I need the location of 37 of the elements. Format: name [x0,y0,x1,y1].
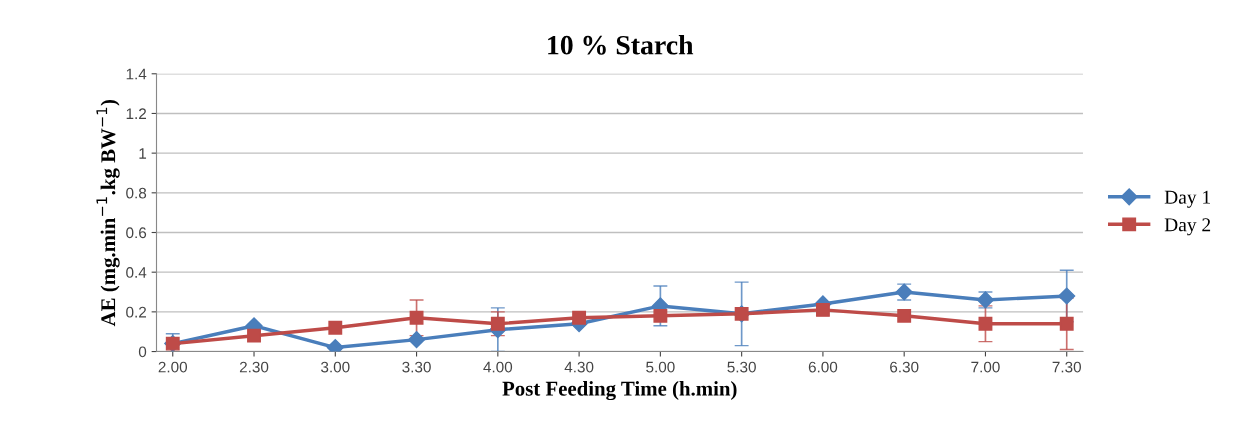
x-tick-label: 4.30 [564,361,594,373]
x-tick-label: 7.30 [1052,361,1081,373]
x-tick-label: 5.00 [646,361,675,373]
y-tick-label: 0.8 [126,187,147,199]
legend-label: Day 2 [1164,218,1211,236]
x-tick-label: 4.00 [483,361,513,373]
x-tick-label: 5.30 [727,361,756,373]
point [408,331,426,349]
y-tick-label: 0.6 [126,227,147,239]
x-tick-label: 7.00 [971,361,1000,373]
point [897,308,912,323]
point [409,310,424,325]
point [653,308,668,323]
point [978,316,993,331]
point [247,328,261,343]
x-tick-label: 6.00 [808,361,838,373]
y-tick-label: 0 [138,346,147,358]
y-tick-label: 0.4 [126,267,147,278]
x-tick-label: 3.00 [321,361,350,373]
point [490,316,505,331]
y-tick-label: 1.2 [126,108,147,119]
point [1059,316,1074,331]
point [815,302,830,317]
point [328,320,343,335]
x-tick-label: 6.30 [890,361,919,373]
y-axis-title: AE (mg.min$^{−1}$.kg BW$^{−1}$) [96,99,120,327]
x-axis-title: Post Feeding Time (h.min) [502,381,737,401]
x-tick-label: 3.30 [402,361,431,373]
chart-title: 10 % Starch [548,35,694,55]
x-tick-label: 2.00 [158,361,188,373]
y-tick-label: 0.2 [126,306,147,318]
y-tick-label: 1 [139,148,147,159]
x-tick-label: 2.30 [239,361,269,373]
y-tick-label: 1.4 [126,68,147,80]
legend-label: Day 1 [1164,190,1210,208]
point [1058,287,1076,305]
point [572,310,587,325]
